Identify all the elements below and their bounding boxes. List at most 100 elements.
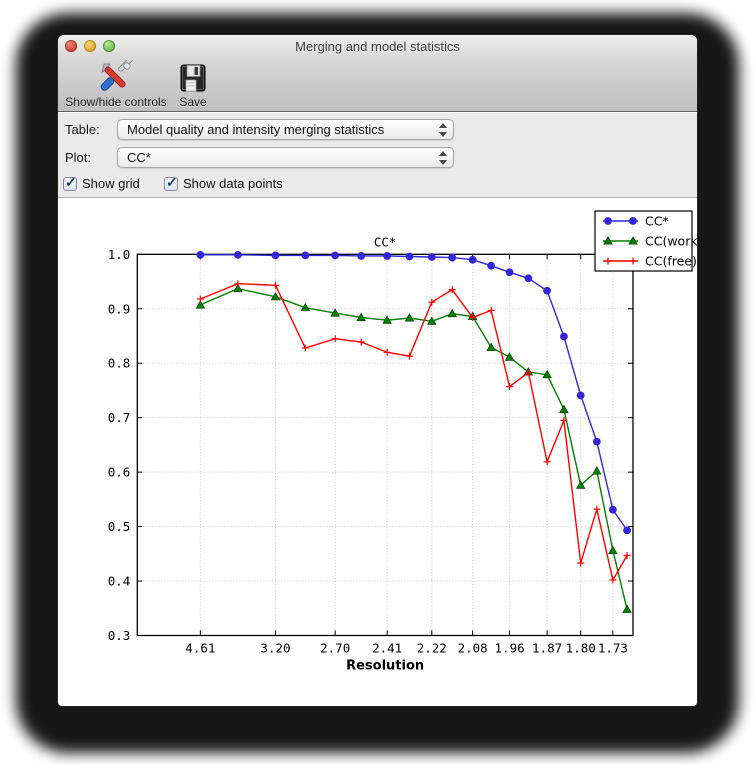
- table-row: Table: Model quality and intensity mergi…: [58, 119, 697, 140]
- plot-select[interactable]: CC*: [117, 147, 454, 168]
- show-hide-controls-button[interactable]: Show/hide controls: [61, 59, 171, 110]
- controls-panel: Table: Model quality and intensity mergi…: [58, 113, 697, 198]
- data-point-CC*: [505, 268, 514, 277]
- checkbox-row: ✓ Show grid ✓ Show data points: [58, 173, 697, 194]
- table-label: Table:: [65, 122, 100, 137]
- plot-canvas: 0.3 0.4 0.5 0.6 0.7 0.8 0.9 1.0 4.61 3.20 2.70 2.41…: [58, 199, 697, 706]
- tools-icon: [98, 59, 134, 96]
- data-point-CC*: [383, 252, 392, 260]
- data-point-CC(work): [300, 302, 311, 312]
- x-tick-label: 1.96: [495, 641, 525, 656]
- chart-svg: 0.3 0.4 0.5 0.6 0.7 0.8 0.9 1.0 4.61 3.20 2.70 2.41…: [108, 210, 697, 674]
- data-point-CC(work): [592, 466, 602, 475]
- x-tick-label: 3.20: [260, 641, 290, 656]
- y-tick-label: 0.7: [108, 410, 131, 425]
- plot-label: Plot:: [65, 150, 92, 165]
- data-point-CC(work): [622, 604, 632, 613]
- x-axis-label: Resolution: [346, 659, 424, 674]
- data-point-CC*: [543, 286, 551, 295]
- data-point-CC*: [427, 253, 436, 261]
- data-point-CC(work): [195, 300, 206, 309]
- data-point-CC(work): [447, 308, 457, 318]
- show-grid-checkbox-group[interactable]: ✓ Show grid: [63, 173, 140, 191]
- data-point-CC*: [448, 253, 457, 262]
- chart-title: CC*: [374, 234, 397, 249]
- series-line-CC(free): [200, 282, 628, 582]
- data-point-CC*: [234, 250, 242, 259]
- arrow-up-icon: [438, 123, 447, 128]
- show-data-points-label: Show data points: [183, 176, 283, 191]
- legend-label-CC*: CC*: [645, 214, 669, 229]
- data-point-CC*: [623, 526, 631, 535]
- save-button[interactable]: Save: [171, 59, 215, 110]
- y-tick-label: 0.9: [108, 301, 131, 316]
- data-point-CC(work): [559, 404, 569, 414]
- y-tick-label: 0.5: [108, 519, 131, 534]
- arrow-down-icon: [438, 132, 447, 137]
- data-point-CC*: [608, 505, 617, 514]
- minimize-button[interactable]: [84, 40, 96, 52]
- data-point-CC(work): [486, 342, 496, 351]
- data-point-CC*: [524, 274, 533, 283]
- app-window: Merging and model statistics: [58, 35, 697, 706]
- y-tick-label: 0.3: [108, 628, 131, 643]
- data-point-CC(work): [330, 308, 340, 317]
- window-header: Merging and model statistics: [58, 35, 697, 112]
- show-hide-controls-label: Show/hide controls: [65, 95, 167, 109]
- legend-marker-CC*: [629, 217, 637, 225]
- show-data-points-checkbox-group[interactable]: ✓ Show data points: [164, 173, 283, 191]
- x-tick-label: 2.70: [320, 641, 350, 656]
- data-point-CC*: [468, 255, 477, 264]
- data-point-CC(work): [542, 369, 552, 379]
- data-point-CC*: [405, 252, 414, 261]
- data-point-CC*: [357, 252, 366, 260]
- stepper-icon: [438, 151, 447, 165]
- legend-marker-CC*: [604, 217, 612, 225]
- table-select[interactable]: Model quality and intensity merging stat…: [117, 119, 454, 140]
- legend-label-CC(free): CC(free): [645, 254, 697, 269]
- checkmark-icon: ✓: [166, 173, 178, 190]
- data-point-CC(work): [404, 313, 415, 322]
- data-point-CC*: [576, 391, 585, 400]
- arrow-down-icon: [438, 160, 447, 165]
- data-point-CC*: [301, 251, 310, 260]
- show-grid-checkbox[interactable]: ✓: [63, 173, 77, 191]
- x-tick-label: 1.73: [598, 641, 628, 656]
- data-point-CC(work): [608, 545, 618, 555]
- legend-marker-CC(work): [628, 236, 638, 245]
- data-point-CC*: [196, 250, 205, 259]
- data-point-CC(work): [575, 480, 586, 489]
- data-point-CC*: [271, 251, 280, 260]
- window-title: Merging and model statistics: [295, 39, 460, 54]
- toolbar: Show/hide controls: [58, 58, 697, 111]
- data-point-CC(work): [270, 291, 281, 301]
- show-data-points-checkbox[interactable]: ✓: [164, 173, 178, 191]
- stepper-icon: [438, 123, 447, 137]
- series-line-CC*: [200, 254, 628, 531]
- legend-label-CC(work): CC(work): [645, 234, 697, 249]
- save-label: Save: [179, 95, 207, 109]
- y-tick-label: 0.8: [108, 356, 131, 371]
- table-select-value: Model quality and intensity merging stat…: [127, 122, 385, 137]
- plot-row: Plot: CC*: [58, 147, 697, 168]
- data-point-CC(work): [427, 316, 437, 325]
- close-button[interactable]: [65, 40, 77, 52]
- x-tick-label: 2.08: [458, 641, 488, 656]
- legend-marker-CC(work): [603, 236, 613, 245]
- data-point-CC(work): [382, 315, 392, 324]
- plot-frame: [136, 253, 634, 637]
- data-point-CC(work): [233, 283, 243, 293]
- x-tick-label: 2.22: [417, 641, 447, 656]
- data-point-CC*: [592, 437, 601, 446]
- data-point-CC*: [487, 261, 496, 270]
- titlebar-highlight: [58, 35, 697, 36]
- data-point-CC*: [331, 251, 340, 260]
- checkmark-icon: ✓: [65, 173, 77, 190]
- titlebar[interactable]: Merging and model statistics: [58, 35, 697, 58]
- zoom-button[interactable]: [103, 40, 115, 52]
- y-tick-label: 1.0: [108, 247, 131, 262]
- plot-select-value: CC*: [127, 150, 151, 165]
- data-point-CC(work): [356, 312, 366, 321]
- x-tick-label: 4.61: [185, 641, 215, 656]
